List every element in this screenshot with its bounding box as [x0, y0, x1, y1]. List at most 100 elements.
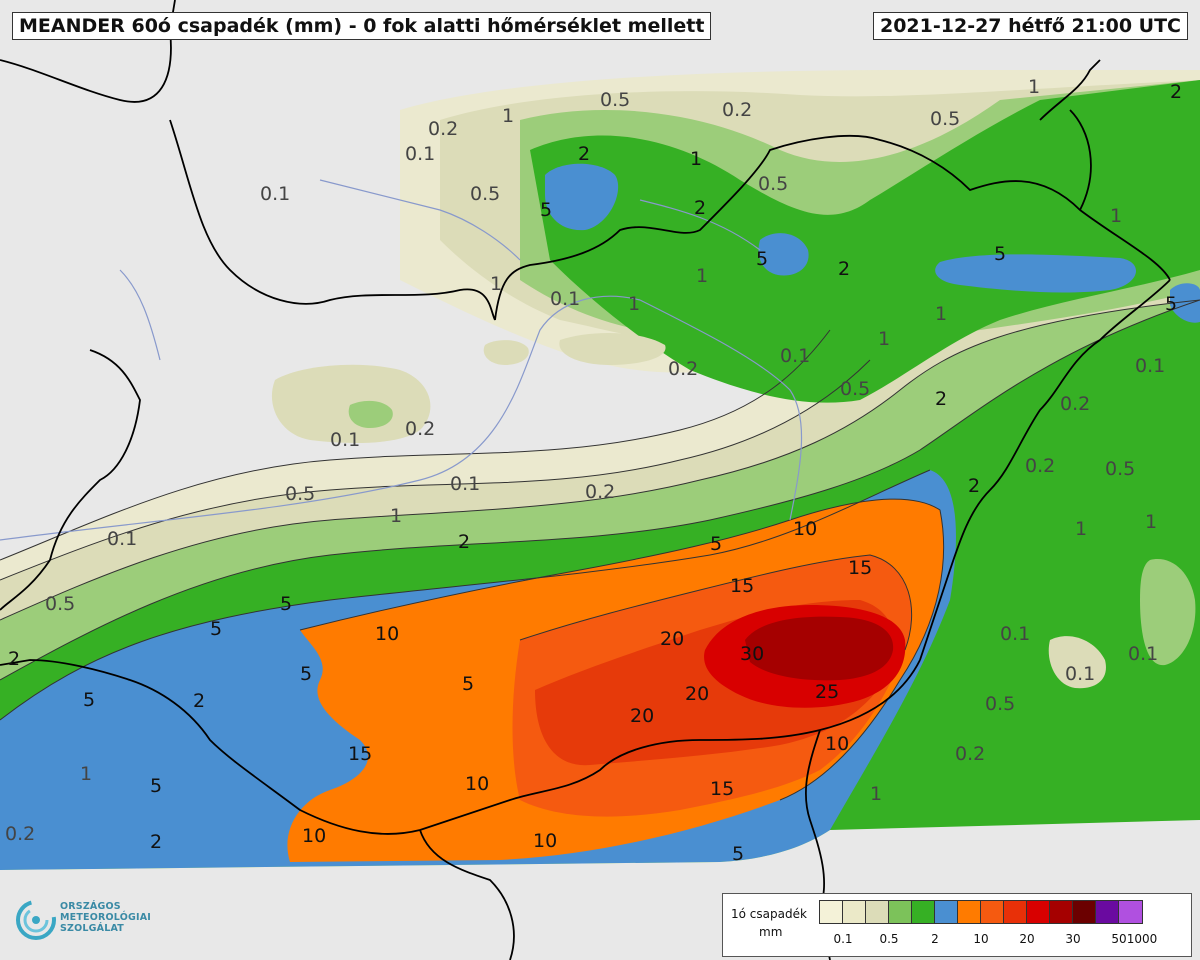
contour-label: 5: [300, 663, 312, 685]
precip-cell-d: [559, 333, 666, 365]
precip-pocket-5a: [545, 163, 619, 231]
legend-color-cell: [912, 901, 935, 923]
contour-label: 5: [83, 689, 95, 711]
contour-label: 0.5: [985, 693, 1015, 715]
legend-color-cell: [843, 901, 866, 923]
contour-label: 20: [685, 683, 709, 705]
legend-color-bar: [819, 900, 1143, 924]
contour-label: 2: [838, 258, 850, 280]
contour-label: 0.2: [1060, 393, 1090, 415]
contour-label: 1: [870, 783, 882, 805]
contour-label: 20: [630, 705, 654, 727]
river-tisza: [639, 299, 803, 521]
legend-color-cell: [1119, 901, 1142, 923]
contour-label: 2: [968, 475, 980, 497]
contour-label: 0.2: [1025, 455, 1055, 477]
contour-label: 2: [150, 831, 162, 853]
precip-cell-f: [1140, 559, 1196, 666]
contour-lines: [0, 299, 1200, 801]
contour-label: 0.5: [600, 89, 630, 111]
legend-color-cell: [1004, 901, 1027, 923]
contour-label: 0.1: [330, 429, 360, 451]
contour-label: 1: [696, 265, 708, 287]
contour-label: 5: [462, 673, 474, 695]
contour-label: 1: [1075, 518, 1087, 540]
contour-line-15: [519, 554, 912, 651]
river-west: [119, 269, 161, 361]
legend-tick-label: 30: [1065, 932, 1081, 946]
border-sk-hu: [494, 134, 1171, 321]
contour-label: 2: [193, 690, 205, 712]
contour-line-2: [0, 299, 1200, 681]
contour-labels: 0.5 0.2 0.5 1 2 2 1 2 5 5 2 5 1 5 0.1 0.…: [5, 76, 1182, 865]
contour-line-1: [0, 299, 1200, 621]
legend-color-cell: [820, 901, 843, 923]
contour-label: 5: [280, 593, 292, 615]
border-ro-rs: [804, 729, 831, 960]
contour-label: 10: [793, 518, 817, 540]
contour-label: 0.5: [840, 378, 870, 400]
contour-label: 0.1: [1065, 663, 1095, 685]
contour-label: 1: [690, 148, 702, 170]
contour-label: 1: [1028, 76, 1040, 98]
contour-label: 0.1: [1000, 623, 1030, 645]
legend-color-cell: [1027, 901, 1050, 923]
border-hu-rs-hr: [0, 659, 921, 835]
contour-line-10: [299, 498, 945, 801]
contour-label: 2: [8, 648, 20, 670]
contour-label: 2: [458, 531, 470, 553]
contour-label: 10: [302, 825, 326, 847]
precip-cell-a: [271, 364, 431, 443]
contour-label: 10: [465, 773, 489, 795]
contour-label: 0.1: [107, 528, 137, 550]
contour-label: 5: [756, 248, 768, 270]
contour-label: 0.5: [930, 108, 960, 130]
legend-tick-label: 1000: [1126, 932, 1158, 946]
contour-label: 0.1: [260, 183, 290, 205]
contour-label: 0.5: [45, 593, 75, 615]
contour-label: 0.1: [1135, 355, 1165, 377]
contour-label: 5: [994, 243, 1006, 265]
contour-label: 10: [375, 623, 399, 645]
contour-label: 0.1: [550, 288, 580, 310]
contour-label: 2: [578, 143, 590, 165]
legend-color-cell: [1073, 901, 1096, 923]
contour-label: 10: [825, 733, 849, 755]
contour-label: 2: [935, 388, 947, 410]
precip-pocket-5b: [758, 233, 809, 276]
country-borders: [0, 0, 1171, 960]
contour-label: 1: [935, 303, 947, 325]
contour-line-5: [0, 469, 931, 721]
contour-label: 1: [628, 293, 640, 315]
precip-legend: 1ó csapadék mm 0.1 0.5 2 10 20 30 50 1000: [722, 893, 1192, 957]
logo-line-3: SZOLGÁLAT: [60, 923, 124, 934]
contour-label: 0.1: [450, 473, 480, 495]
contour-label: 0.2: [405, 418, 435, 440]
contour-label: 1: [1110, 205, 1122, 227]
legend-color-cell: [866, 901, 889, 923]
contour-label: 30: [740, 643, 764, 665]
border-west: [0, 0, 176, 103]
contour-label: 20: [660, 628, 684, 650]
precip-band-30: [745, 616, 894, 681]
legend-color-cell: [1096, 901, 1119, 923]
legend-title: 1ó csapadék: [731, 907, 807, 921]
omsz-logo-icon: [16, 900, 56, 940]
precip-band-2-north: [530, 80, 1200, 403]
legend-tick-label: 10: [973, 932, 989, 946]
legend-tick-label: 20: [1019, 932, 1035, 946]
legend-color-cell: [935, 901, 958, 923]
legend-tick-label: 50: [1111, 932, 1127, 946]
contour-label: 15: [730, 575, 754, 597]
contour-label: 2: [694, 197, 706, 219]
logo-line-1: ORSZÁGOS: [60, 901, 121, 912]
contour-label: 0.1: [1128, 643, 1158, 665]
border-cz-sk: [169, 119, 496, 321]
legend-color-cell: [889, 901, 912, 923]
contour-label: 5: [732, 843, 744, 865]
legend-color-cell: [981, 901, 1004, 923]
contour-label: 0.2: [955, 743, 985, 765]
precip-cell-e: [1048, 636, 1106, 689]
precip-field: [0, 70, 1200, 870]
legend-color-cell: [958, 901, 981, 923]
